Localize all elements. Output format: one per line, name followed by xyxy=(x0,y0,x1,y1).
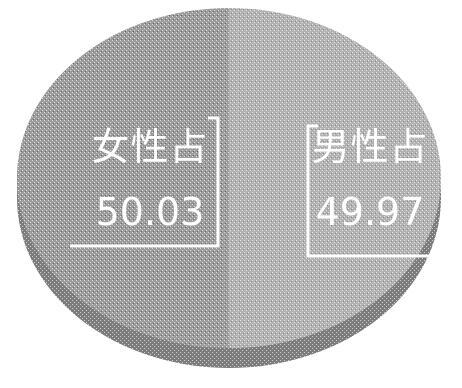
pie-slice-2 xyxy=(229,8,442,348)
slice-value-2: 49.97 xyxy=(316,190,425,234)
pie-label-layer: 女性占 50.03 男性占 49.97 xyxy=(70,116,445,258)
slice-label-1: 女性占 xyxy=(91,125,208,169)
slice-callout-2 xyxy=(306,124,445,258)
pie-slice-1 xyxy=(17,8,230,348)
slice-callout-1 xyxy=(70,116,220,248)
slice-label-group-2: 男性占 49.97 xyxy=(306,124,445,258)
slice-label-2: 男性占 xyxy=(311,125,428,169)
pie-top-layer xyxy=(17,8,442,348)
slice-value-1: 50.03 xyxy=(96,190,205,234)
slice-label-group-1: 女性占 50.03 xyxy=(70,116,220,248)
